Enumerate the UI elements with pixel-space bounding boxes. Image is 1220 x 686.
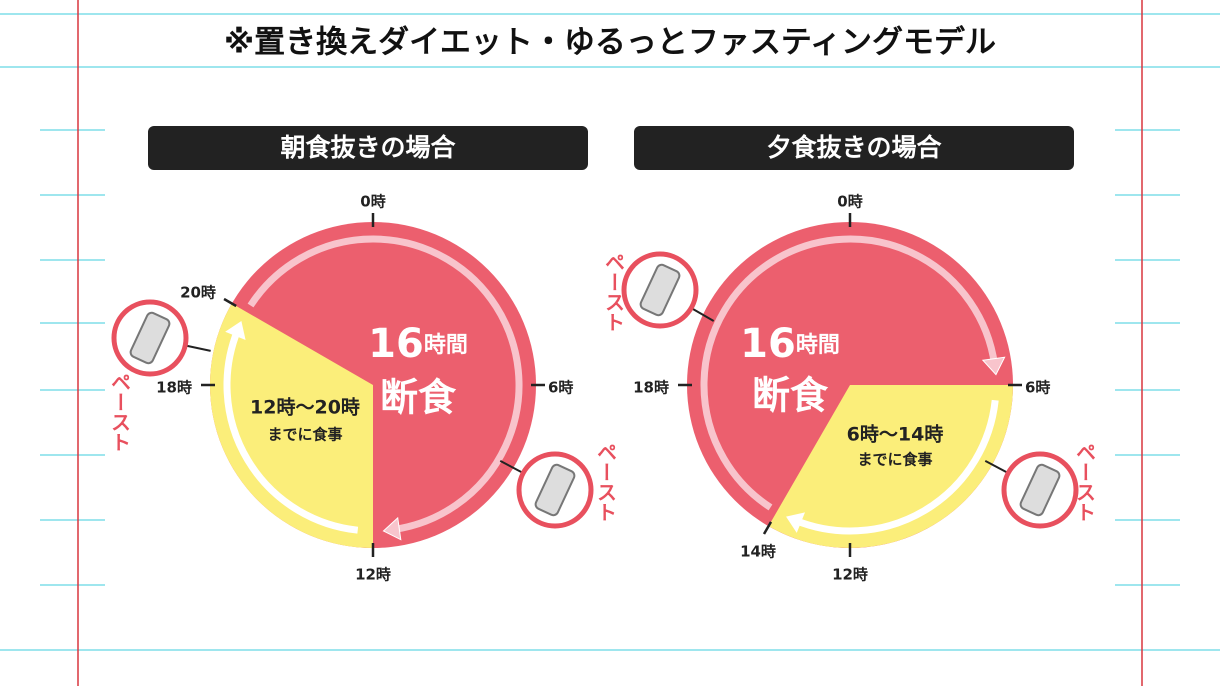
bubble-connector [984,460,1007,474]
hour-label: 6時 [1025,379,1050,397]
paste-label: ペースト [594,442,618,522]
hour-label: 0時 [360,193,385,211]
fasting-arrow [247,235,523,534]
fasting-label: 断食 [752,374,829,418]
hour-label: 14時 [740,543,776,561]
hour-label: 12時 [355,566,391,584]
bubble-connector [186,344,211,352]
panel-header: 朝食抜きの場合 [280,133,456,162]
arrow-head [786,512,805,533]
fasting-number: 16 [740,321,796,367]
meal-area [210,303,373,548]
notebook-lines [0,13,1220,651]
paste-pack [129,311,171,365]
hour-label: 0時 [837,193,862,211]
panel-header: 夕食抜きの場合 [766,133,942,162]
meal-time: 6時〜14時 [847,424,944,446]
bubble-connector [499,460,522,474]
page-title: ※置き換えダイエット・ゆるっとファスティングモデル [224,25,996,61]
hour-label: 18時 [156,379,192,397]
fasting-arrow [700,235,999,511]
panel-header-box [148,126,588,170]
meal-time: 12時〜20時 [250,397,360,419]
arrow-head [225,321,246,340]
hour-tick [762,521,773,535]
paste-label: ペースト [602,252,626,332]
arrow-head [382,516,402,541]
fasting-hours: 16時間 [740,321,840,367]
paste-pack [639,263,681,317]
panel-header-box [634,126,1074,170]
fasting-hours: 16時間 [368,321,468,367]
hour-label: 12時 [832,566,868,584]
paste-label: ペースト [1073,442,1097,522]
meal-arrow [223,328,359,534]
fasting-unit: 時間 [796,333,840,358]
hour-tick [223,297,237,308]
paste-pack [534,463,576,517]
paste-label: ペースト [108,372,132,452]
hour-label: 18時 [633,379,669,397]
meal-note: までに食事 [267,426,342,444]
hour-label: 6時 [548,379,573,397]
fasting-label: 断食 [380,376,457,420]
fasting-unit: 時間 [424,333,468,358]
arrow-head [981,356,1006,376]
bubble-connector [692,308,715,322]
hour-label: 20時 [180,284,216,302]
meal-note: までに食事 [857,451,932,469]
fasting-number: 16 [368,321,424,367]
paste-pack [1019,463,1061,517]
meal-area [768,385,1013,549]
meal-arrow [793,399,999,535]
